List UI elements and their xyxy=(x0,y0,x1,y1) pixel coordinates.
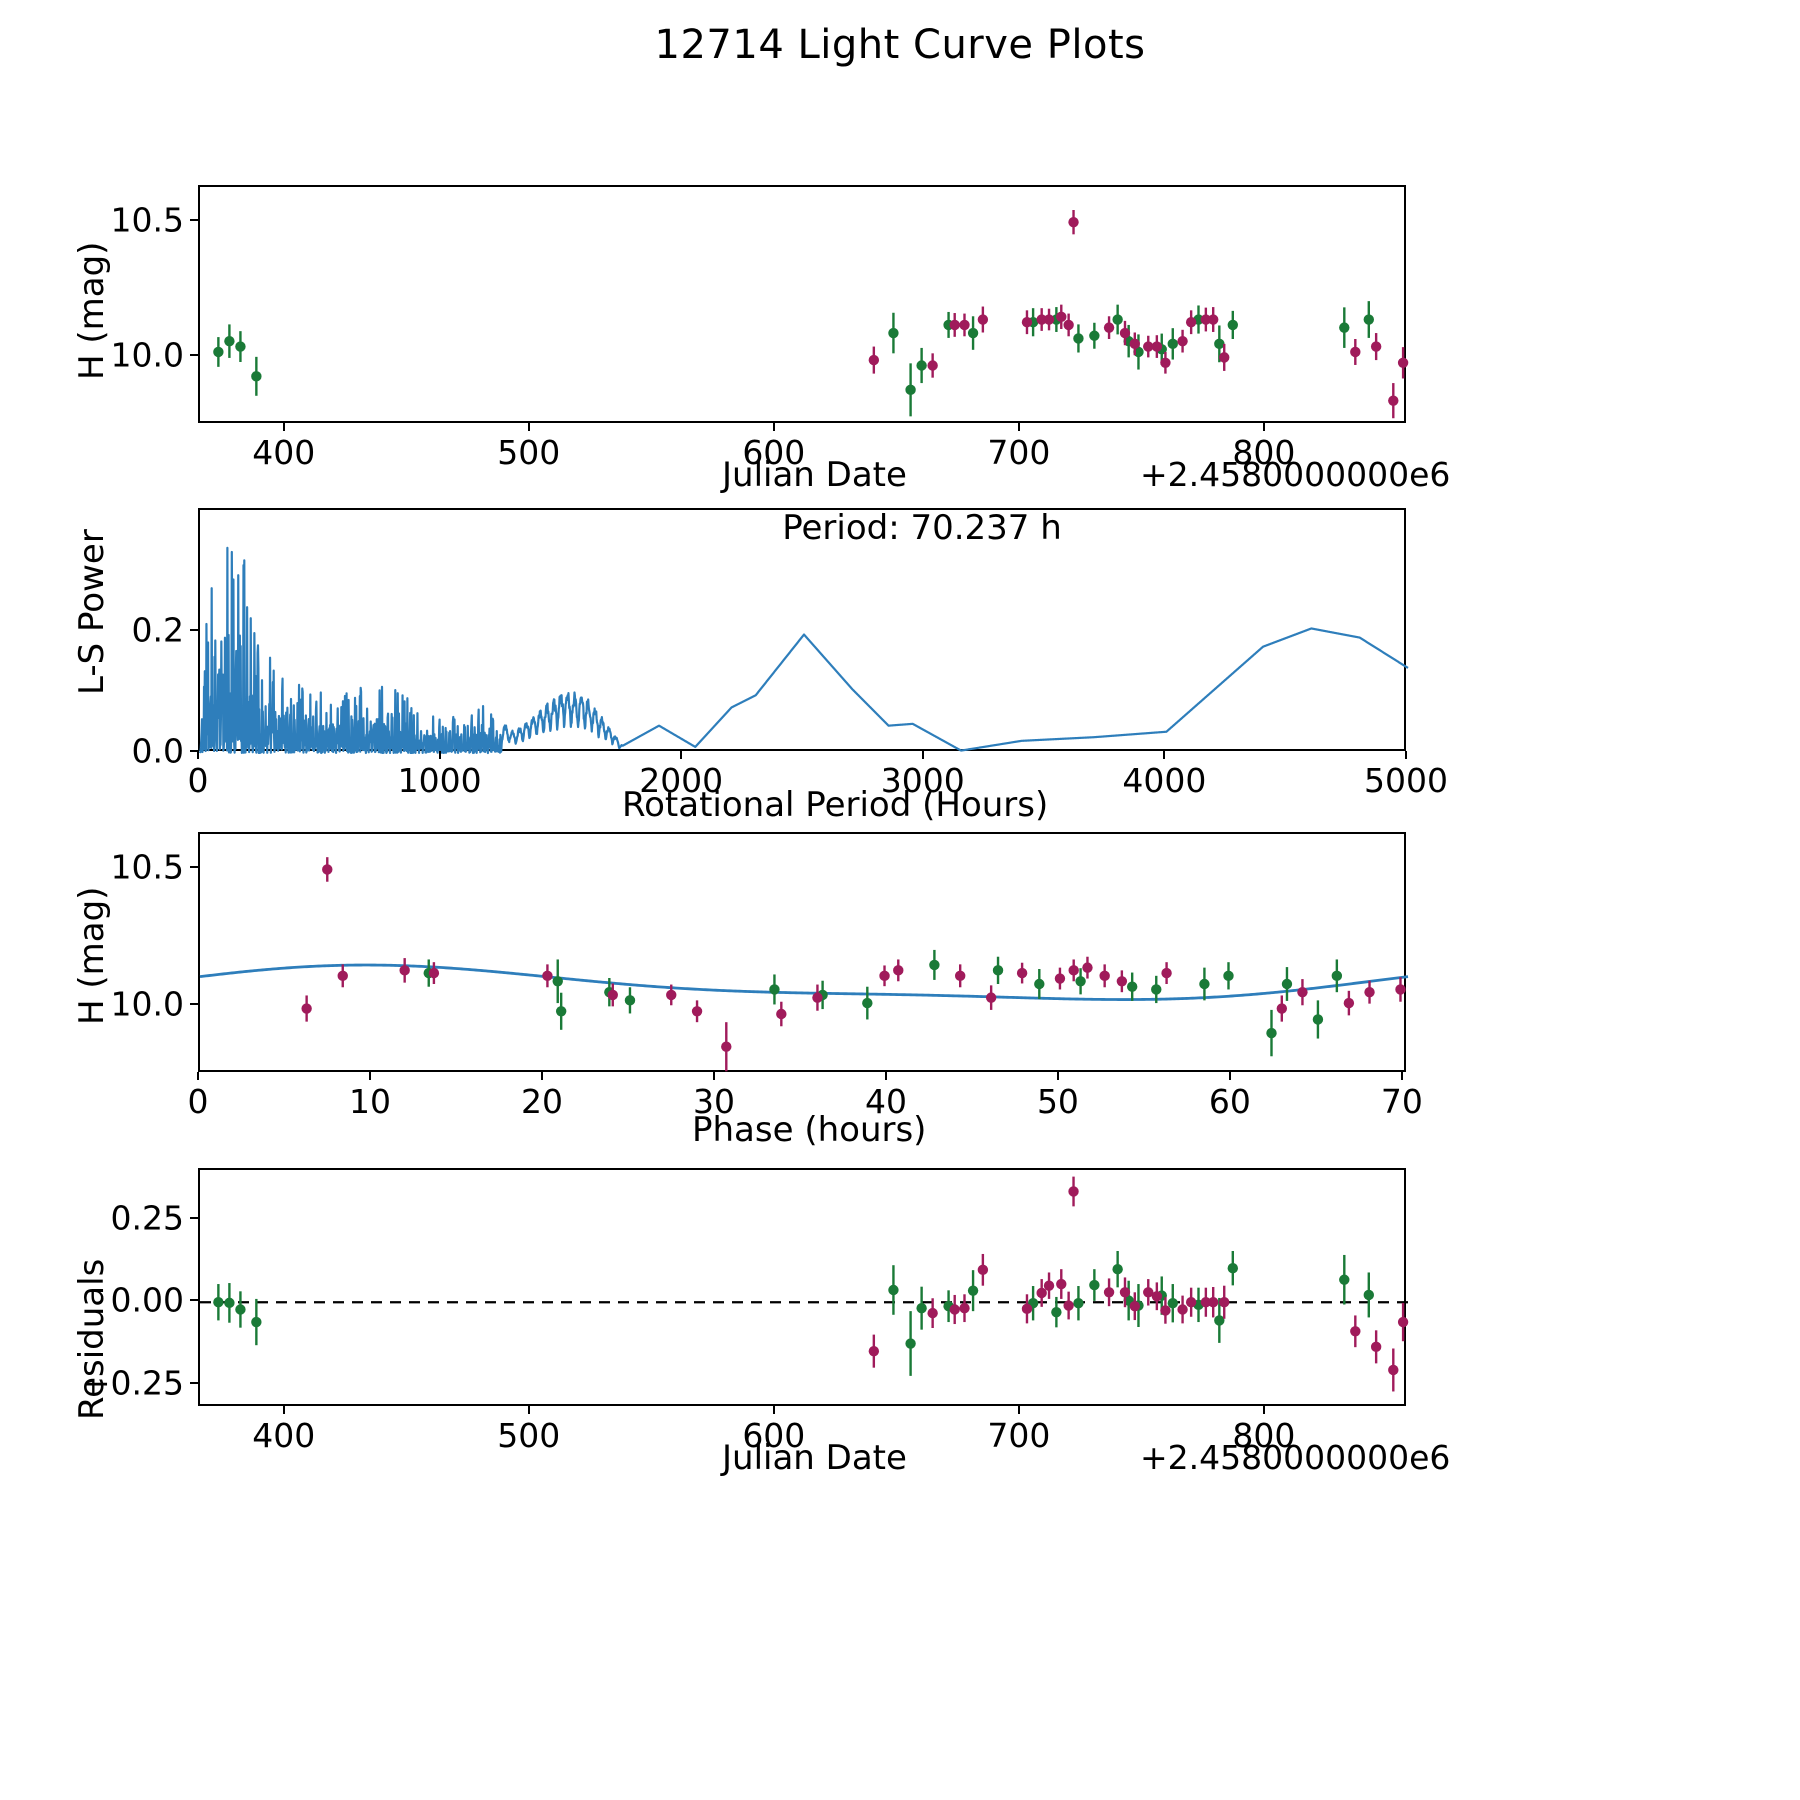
panel-periodogram-ytickmark-1 xyxy=(190,628,198,631)
panel-phasefold-xtick-4: 40 xyxy=(864,1082,907,1121)
panel1-xlabel: Julian Date xyxy=(722,455,907,495)
panel-phasefold-xtickmark-1 xyxy=(368,1072,371,1080)
panel-phasefold: H (mag) 0 10 20 30 40 50 60 70 10.5 10.0 Phase (h… xyxy=(0,820,1800,1150)
phasefold-points-magenta xyxy=(301,857,1406,1072)
panel3-axes xyxy=(198,832,1409,1072)
panel-phasefold-xtick-5: 50 xyxy=(1036,1082,1079,1121)
panel-periodogram: L-S Power Period: 70.237 h 0 1000 2000 3000… xyxy=(0,500,1800,825)
panel-phasefold-xtickmark-4 xyxy=(884,1072,887,1080)
panel-phasefold-xtick-7: 70 xyxy=(1380,1082,1423,1121)
panel-periodogram-xtick-5: 5000 xyxy=(1364,761,1448,800)
panel-lightcurve-xtickmark-4 xyxy=(1262,423,1265,431)
panel-residuals-xtick-0: 400 xyxy=(252,1416,316,1455)
panel3-plot-area xyxy=(199,857,1409,1072)
panel-lightcurve-xtick-0: 400 xyxy=(252,433,316,472)
panel-periodogram-xtickmark-0 xyxy=(197,751,199,759)
lightcurve-points-magenta xyxy=(868,209,1409,419)
panel-lightcurve-ytick-0: 10.5 xyxy=(110,200,184,240)
panel-periodogram-xtick-4: 4000 xyxy=(1122,761,1207,800)
panel-residuals-ytick-0: 0.25 xyxy=(110,1198,184,1238)
panel-residuals-xtick-2: 600 xyxy=(742,1416,806,1455)
panel-phasefold-xtickmark-7 xyxy=(1400,1072,1403,1080)
panel-lightcurve-xtickmark-1 xyxy=(527,423,530,431)
panel-lightcurve-ytick-1: 10.0 xyxy=(110,335,184,375)
panel2-xlabel: Rotational Period (Hours) xyxy=(622,785,1049,825)
panel1-x-offset-text: +2.4580000000e6 xyxy=(1140,455,1451,494)
panel-phasefold-xtick-6: 60 xyxy=(1208,1082,1251,1121)
phasefold-points-green xyxy=(423,949,1343,1057)
panel-lightcurve-xtick-1: 500 xyxy=(497,433,561,472)
panel4-plot-area xyxy=(200,1176,1409,1392)
panel-residuals-ytick-1: 0.00 xyxy=(110,1280,184,1320)
figure-title: 12714 Light Curve Plots xyxy=(654,22,1146,68)
phasefold-fit-curve xyxy=(199,963,1409,1001)
panel-lightcurve-xtick-2: 600 xyxy=(742,433,806,472)
panel4-xlabel: Julian Date xyxy=(722,1438,907,1478)
panel-residuals-xtick-1: 500 xyxy=(497,1416,561,1455)
panel-phasefold-xtickmark-2 xyxy=(540,1072,543,1080)
panel2-axes xyxy=(198,508,1409,755)
panel-periodogram-xtick-1: 1000 xyxy=(397,761,482,800)
panel-phasefold-ytickmark-1 xyxy=(190,1002,198,1005)
panel-residuals-xtickmark-2 xyxy=(772,1406,775,1414)
residual-points-magenta xyxy=(868,1176,1409,1392)
lightcurve-points-green xyxy=(213,301,1374,417)
panel-residuals-ytick-2: −0.25 xyxy=(82,1363,184,1403)
panel-residuals-ytickmark-0 xyxy=(190,1216,198,1219)
panel-phasefold-xtick-0: 0 xyxy=(187,1082,209,1121)
panel4-x-offset-text: +2.4580000000e6 xyxy=(1140,1438,1451,1477)
panel-phasefold-ytickmark-0 xyxy=(190,866,198,869)
panel-periodogram-ytick-0: 0.0 xyxy=(131,731,184,771)
panel-lightcurve-ytickmark-1 xyxy=(190,354,198,357)
panel-residuals-xtickmark-4 xyxy=(1262,1406,1265,1414)
panel-phasefold-xtick-1: 10 xyxy=(348,1082,391,1121)
panel-phasefold-xtickmark-3 xyxy=(712,1072,715,1080)
residual-points-green xyxy=(213,1250,1374,1376)
panel-residuals-ytickmark-2 xyxy=(190,1381,198,1384)
panel-periodogram-xtickmark-4 xyxy=(1163,751,1166,759)
panel-lightcurve-xtick-4: 800 xyxy=(1232,433,1296,472)
panel-periodogram-xtickmark-1 xyxy=(438,751,441,759)
panel-residuals-xtick-4: 800 xyxy=(1232,1416,1296,1455)
panel-residuals-ytickmark-1 xyxy=(190,1299,198,1302)
panel-periodogram-ytick-1: 0.2 xyxy=(131,610,184,649)
panel-periodogram-xtick-0: 0 xyxy=(187,761,209,800)
panel4-axes xyxy=(198,1168,1409,1406)
panel3-xlabel: Phase (hours) xyxy=(692,1110,927,1150)
panel-periodogram-xtick-3: 3000 xyxy=(880,761,965,800)
panel-lightcurve-ytickmark-0 xyxy=(190,219,198,222)
panel-periodogram-xtickmark-2 xyxy=(680,751,683,759)
panel-residuals-xtickmark-3 xyxy=(1017,1406,1020,1414)
panel-phasefold-xtick-3: 30 xyxy=(692,1082,735,1121)
panel-lightcurve-xtick-3: 700 xyxy=(987,433,1051,472)
panel-phasefold-ytick-1: 10.0 xyxy=(110,984,184,1024)
panel-periodogram-ytickmark-0 xyxy=(190,750,198,752)
panel-periodogram-xtickmark-3 xyxy=(921,751,924,759)
panel1-axes xyxy=(198,185,1409,423)
panel-periodogram-xtickmark-5 xyxy=(1405,751,1407,759)
panel-phasefold-ytick-0: 10.5 xyxy=(110,847,184,887)
panel2-plot-area xyxy=(198,546,1409,755)
period-annotation: Period: 70.237 h xyxy=(782,508,1062,548)
periodogram-curve xyxy=(198,546,1409,755)
panel-lightcurve: H (mag) 400 500 600 700 800 10.5 10.0 Julian D… xyxy=(0,0,1800,500)
panel-phasefold-xtickmark-5 xyxy=(1056,1072,1059,1080)
panel-periodogram-xtick-2: 2000 xyxy=(639,761,724,800)
panel-residuals-xtickmark-1 xyxy=(527,1406,530,1414)
panel-residuals-xtick-3: 700 xyxy=(987,1416,1051,1455)
panel-phasefold-xtick-2: 20 xyxy=(520,1082,563,1121)
panel-residuals: Residuals 400 500 600 700 800 0.25 0.00 −0.25 J… xyxy=(0,1150,1800,1570)
panel-lightcurve-xtickmark-3 xyxy=(1017,423,1020,431)
panel-phasefold-xtickmark-6 xyxy=(1228,1072,1231,1080)
panel-lightcurve-xtickmark-0 xyxy=(282,423,285,431)
panel1-plot-area xyxy=(213,209,1409,419)
panel-residuals-xtickmark-0 xyxy=(282,1406,285,1414)
panel-phasefold-xtickmark-0 xyxy=(197,1072,199,1080)
panel-lightcurve-xtickmark-2 xyxy=(772,423,775,431)
